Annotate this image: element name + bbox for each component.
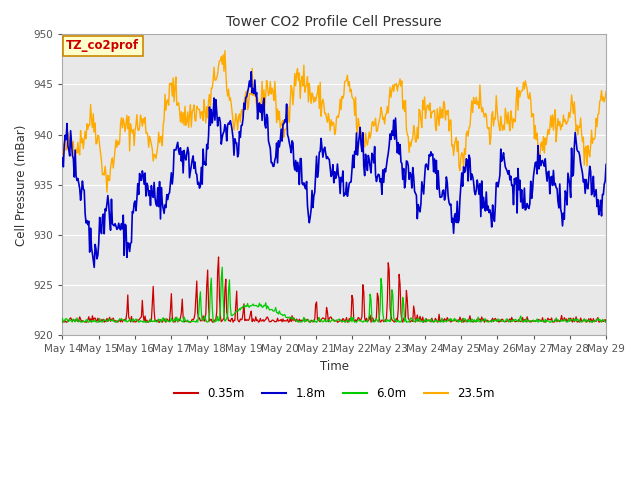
- Legend: 0.35m, 1.8m, 6.0m, 23.5m: 0.35m, 1.8m, 6.0m, 23.5m: [170, 382, 499, 405]
- Text: TZ_co2prof: TZ_co2prof: [66, 39, 140, 52]
- X-axis label: Time: Time: [320, 360, 349, 373]
- Y-axis label: Cell Pressure (mBar): Cell Pressure (mBar): [15, 124, 28, 245]
- Title: Tower CO2 Profile Cell Pressure: Tower CO2 Profile Cell Pressure: [227, 15, 442, 29]
